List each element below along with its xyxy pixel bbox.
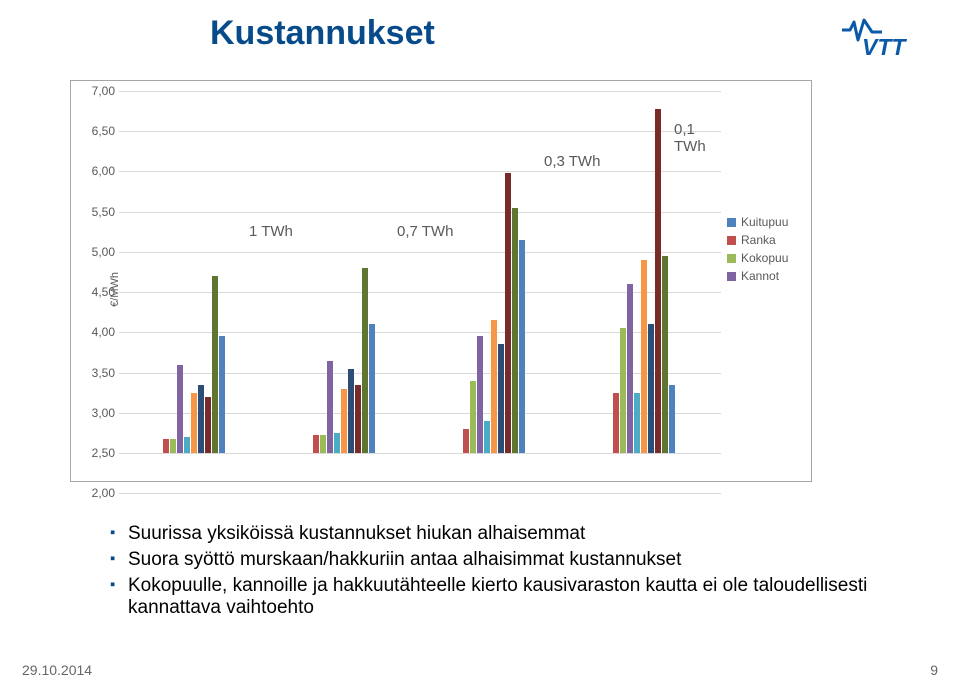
bar — [669, 385, 675, 453]
bar — [313, 435, 319, 453]
bar-group — [163, 276, 225, 453]
legend-item: Ranka — [727, 233, 805, 247]
vtt-logo: VTT — [840, 16, 928, 65]
bar — [219, 336, 225, 453]
bar — [341, 389, 347, 453]
y-tick: 5,50 — [79, 205, 115, 219]
legend-item: Kokopuu — [727, 251, 805, 265]
bullet-item: Suora syöttö murskaan/hakkuriin antaa al… — [110, 549, 900, 571]
bar — [498, 344, 504, 453]
y-tick: 6,00 — [79, 164, 115, 178]
bar — [648, 324, 654, 453]
bar — [334, 433, 340, 453]
bullet-list: Suurissa yksiköissä kustannukset hiukan … — [70, 519, 900, 623]
bar — [655, 109, 661, 453]
y-tick: 4,50 — [79, 285, 115, 299]
y-tick: 6,50 — [79, 124, 115, 138]
bar-group — [463, 173, 525, 453]
bar-group — [613, 109, 675, 453]
bar — [170, 439, 176, 453]
y-tick: 2,00 — [79, 486, 115, 500]
y-tick: 5,00 — [79, 245, 115, 259]
bar — [505, 173, 511, 453]
bar — [163, 439, 169, 453]
bar — [320, 435, 326, 453]
legend-label: Kokopuu — [741, 251, 788, 265]
legend-item: Kannot — [727, 269, 805, 283]
page-title: Kustannukset — [210, 14, 435, 53]
bar — [620, 328, 626, 453]
bar — [634, 393, 640, 453]
legend-label: Kannot — [741, 269, 779, 283]
bar — [613, 393, 619, 453]
bar — [348, 369, 354, 453]
y-tick: 7,00 — [79, 84, 115, 98]
bar — [355, 385, 361, 453]
legend-label: Ranka — [741, 233, 776, 247]
bar — [369, 324, 375, 453]
group-annotation: 0,7 TWh — [397, 223, 453, 240]
bar — [662, 256, 668, 453]
bar — [477, 336, 483, 453]
bar — [191, 393, 197, 453]
bar — [205, 397, 211, 453]
bar — [463, 429, 469, 453]
bar — [177, 365, 183, 453]
bar — [327, 361, 333, 454]
bar — [184, 437, 190, 453]
legend-swatch — [727, 272, 736, 281]
bar — [212, 276, 218, 453]
footer-date: 29.10.2014 — [22, 662, 92, 678]
bar — [491, 320, 497, 453]
y-tick: 4,00 — [79, 325, 115, 339]
group-annotation: 0,1 TWh — [674, 121, 721, 155]
chart-legend: Kuitupuu Ranka Kokopuu Kannot — [727, 211, 805, 287]
footer-page: 9 — [930, 662, 938, 678]
group-annotation: 1 TWh — [249, 223, 293, 240]
legend-swatch — [727, 254, 736, 263]
bar-group — [313, 268, 375, 453]
legend-item: Kuitupuu — [727, 215, 805, 229]
svg-text:VTT: VTT — [862, 34, 907, 60]
bar — [519, 240, 525, 453]
y-tick: 3,00 — [79, 406, 115, 420]
legend-swatch — [727, 236, 736, 245]
bar — [512, 208, 518, 453]
legend-label: Kuitupuu — [741, 215, 788, 229]
bullet-item: Suurissa yksiköissä kustannukset hiukan … — [110, 523, 900, 545]
bar — [198, 385, 204, 453]
bar — [484, 421, 490, 453]
cost-chart: €/MWh 7,006,506,005,505,004,504,003,503,… — [70, 80, 812, 482]
bar — [627, 284, 633, 453]
bar — [470, 381, 476, 453]
bullet-item: Kokopuulle, kannoille ja hakkuutähteelle… — [110, 575, 900, 619]
legend-swatch — [727, 218, 736, 227]
bar — [362, 268, 368, 453]
y-tick: 2,50 — [79, 446, 115, 460]
group-annotation: 0,3 TWh — [544, 153, 600, 170]
y-tick: 3,50 — [79, 366, 115, 380]
bar — [641, 260, 647, 453]
